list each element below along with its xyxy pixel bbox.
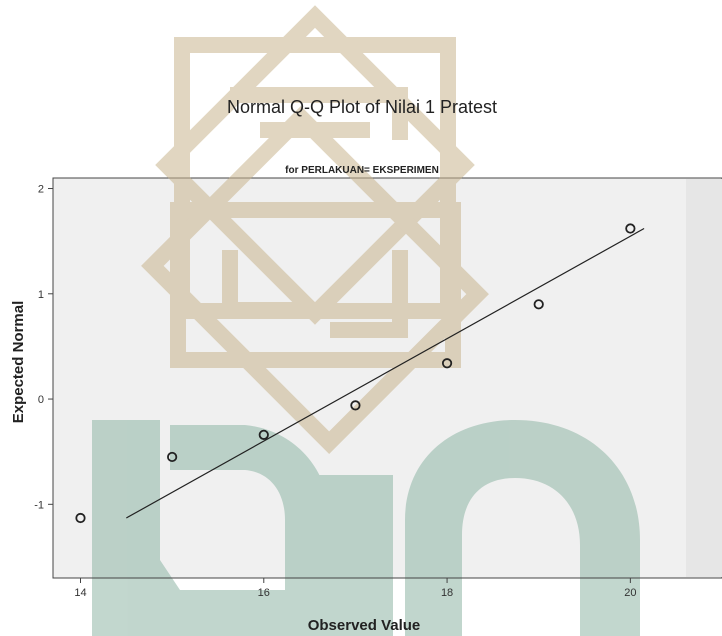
- data-points: [75, 223, 636, 524]
- chart-subtitle: for PERLAKUAN= EKSPERIMEN: [285, 165, 439, 176]
- x-tick-label: 14: [74, 587, 86, 599]
- x-axis-ticks: 14 16 18 20: [74, 578, 636, 599]
- y-tick-label: 1: [38, 289, 44, 301]
- data-point: [350, 400, 361, 411]
- x-axis-label: Observed Value: [308, 617, 421, 634]
- data-point: [533, 299, 544, 310]
- y-tick-label: -1: [34, 499, 44, 511]
- data-point: [258, 429, 269, 440]
- data-point: [441, 358, 453, 369]
- data-point: [167, 451, 178, 463]
- reference-line: [126, 228, 645, 519]
- y-tick-label: 2: [38, 184, 44, 196]
- y-axis-label: Expected Normal: [10, 301, 27, 424]
- data-point: [75, 512, 86, 524]
- data-point: [625, 223, 636, 234]
- y-tick-label: 0: [38, 394, 44, 406]
- x-tick-label: 18: [441, 587, 453, 599]
- chart-title: Normal Q-Q Plot of Nilai 1 Pratest: [227, 97, 497, 117]
- watermark-logo: [92, 5, 640, 636]
- plot-area-right-band: [686, 179, 722, 577]
- x-tick-label: 16: [258, 587, 270, 599]
- x-tick-label: 20: [624, 587, 636, 599]
- y-axis-ticks: -1 0 1 2: [34, 184, 53, 511]
